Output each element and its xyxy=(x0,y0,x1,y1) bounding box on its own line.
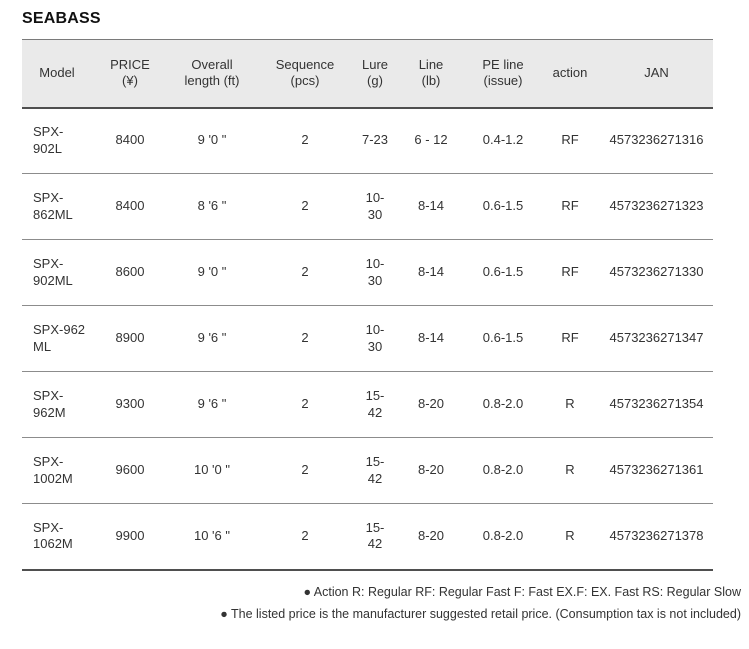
table-row: SPX-902L 8400 9 '0 " 2 7-23 6 - 12 0.4-1… xyxy=(22,107,713,174)
cell-line: 6 - 12 xyxy=(396,107,466,174)
cell-line: 8-20 xyxy=(417,527,445,543)
table-row: SPX-902ML 8600 9 '0 " 2 10-30 8-14 0.6-1… xyxy=(22,239,713,306)
cell-pe-line: 0.8-2.0 xyxy=(466,371,540,438)
column-header-pe-line: PE line (issue) xyxy=(466,39,540,109)
table-row: SPX-862ML 8400 8 '6 " 2 10-30 8-14 0.6-1… xyxy=(22,173,713,240)
cell-line: 8-14 xyxy=(396,239,466,306)
cell-length: 8 '6 " xyxy=(168,173,256,240)
cell-action: RF xyxy=(540,107,600,174)
column-header-action: action xyxy=(540,39,600,109)
footnote-action-legend: ● Action R: Regular RF: Regular Fast F: … xyxy=(303,584,741,599)
table-row: SPX-962 ML 8900 9 '6 " 2 10-30 8-14 0.6-… xyxy=(22,305,713,372)
table-row: SPX-962M 9300 9 '6 " 2 15-42 8-20 0.8-2.… xyxy=(22,371,713,438)
cell-lure: 15-42 xyxy=(365,519,385,552)
cell-pe-line: 0.8-2.0 xyxy=(466,437,540,504)
cell-model: SPX-862ML xyxy=(22,173,92,240)
cell-lure: 7-23 xyxy=(354,107,396,174)
cell-price: 8400 xyxy=(92,173,168,240)
table-row: SPX-1062M 9900 10 '6 " 2 15-42 8-20 0.8-… xyxy=(22,504,713,570)
column-header-lure: Lure (g) xyxy=(354,39,396,109)
cell-model: SPX-902L xyxy=(22,107,92,174)
cell-model: SPX-902ML xyxy=(22,239,92,306)
cell-line: 8-20 xyxy=(396,371,466,438)
cell-line: 8-14 xyxy=(396,305,466,372)
footnotes: ● Action R: Regular RF: Regular Fast F: … xyxy=(22,581,741,625)
cell-price: 9900 xyxy=(115,527,145,543)
cell-jan: 4573236271323 xyxy=(600,173,713,240)
cell-jan: 4573236271354 xyxy=(600,371,713,438)
cell-price: 8900 xyxy=(92,305,168,372)
cell-sequence: 2 xyxy=(256,437,354,504)
cell-jan: 4573236271316 xyxy=(600,107,713,174)
cell-action: R xyxy=(565,527,575,543)
cell-sequence: 2 xyxy=(256,173,354,240)
cell-sequence: 2 xyxy=(301,527,309,543)
cell-action: RF xyxy=(540,305,600,372)
cell-jan: 4573236271347 xyxy=(600,305,713,372)
column-header-line: Line (lb) xyxy=(396,39,466,109)
cell-sequence: 2 xyxy=(256,371,354,438)
cell-length: 10 '0 " xyxy=(168,437,256,504)
cell-action: R xyxy=(540,437,600,504)
column-header-model: Model xyxy=(22,39,92,109)
cell-length: 9 '0 " xyxy=(168,239,256,306)
cell-length: 9 '6 " xyxy=(168,371,256,438)
cell-line: 8-14 xyxy=(396,173,466,240)
column-header-price: PRICE (¥) xyxy=(92,39,168,109)
cell-model: SPX-1002M xyxy=(22,437,92,504)
cell-lure: 15-42 xyxy=(354,437,396,504)
cell-model: SPX-962M xyxy=(22,371,92,438)
seabass-spec-table: Model PRICE (¥) Overall length (ft) Sequ… xyxy=(22,39,713,571)
cell-sequence: 2 xyxy=(256,107,354,174)
cell-price: 9300 xyxy=(92,371,168,438)
cell-model: SPX-962 ML xyxy=(22,305,92,372)
cell-lure: 10-30 xyxy=(354,173,396,240)
cell-price: 8600 xyxy=(92,239,168,306)
cell-pe-line: 0.6-1.5 xyxy=(466,239,540,306)
cell-jan: 4573236271361 xyxy=(600,437,713,504)
cell-length: 10 '6 " xyxy=(193,527,230,543)
cell-pe-line: 0.6-1.5 xyxy=(466,305,540,372)
cell-line: 8-20 xyxy=(396,437,466,504)
cell-action: R xyxy=(540,371,600,438)
footnote-price-disclaimer: ● The listed price is the manufacturer s… xyxy=(220,606,741,621)
cell-jan: 4573236271378 xyxy=(609,527,704,543)
cell-pe-line: 0.4-1.2 xyxy=(466,107,540,174)
cell-lure: 10-30 xyxy=(354,239,396,306)
cell-price: 9600 xyxy=(92,437,168,504)
cell-lure: 15-42 xyxy=(354,371,396,438)
cell-pe-line: 0.6-1.5 xyxy=(466,173,540,240)
cell-action: RF xyxy=(540,239,600,306)
page-title: SEABASS xyxy=(22,10,101,27)
cell-lure: 10-30 xyxy=(354,305,396,372)
cell-sequence: 2 xyxy=(256,305,354,372)
cell-model: SPX-1062M xyxy=(33,519,73,552)
cell-action: RF xyxy=(540,173,600,240)
cell-sequence: 2 xyxy=(256,239,354,306)
table-header-row: Model PRICE (¥) Overall length (ft) Sequ… xyxy=(22,39,713,109)
cell-pe-line: 0.8-2.0 xyxy=(482,527,524,543)
cell-price: 8400 xyxy=(92,107,168,174)
cell-length: 9 '0 " xyxy=(168,107,256,174)
column-header-sequence: Sequence (pcs) xyxy=(256,39,354,109)
column-header-overall-length: Overall length (ft) xyxy=(168,39,256,109)
table-row: SPX-1002M 9600 10 '0 " 2 15-42 8-20 0.8-… xyxy=(22,437,713,504)
cell-length: 9 '6 " xyxy=(168,305,256,372)
column-header-jan: JAN xyxy=(600,39,713,109)
cell-jan: 4573236271330 xyxy=(600,239,713,306)
